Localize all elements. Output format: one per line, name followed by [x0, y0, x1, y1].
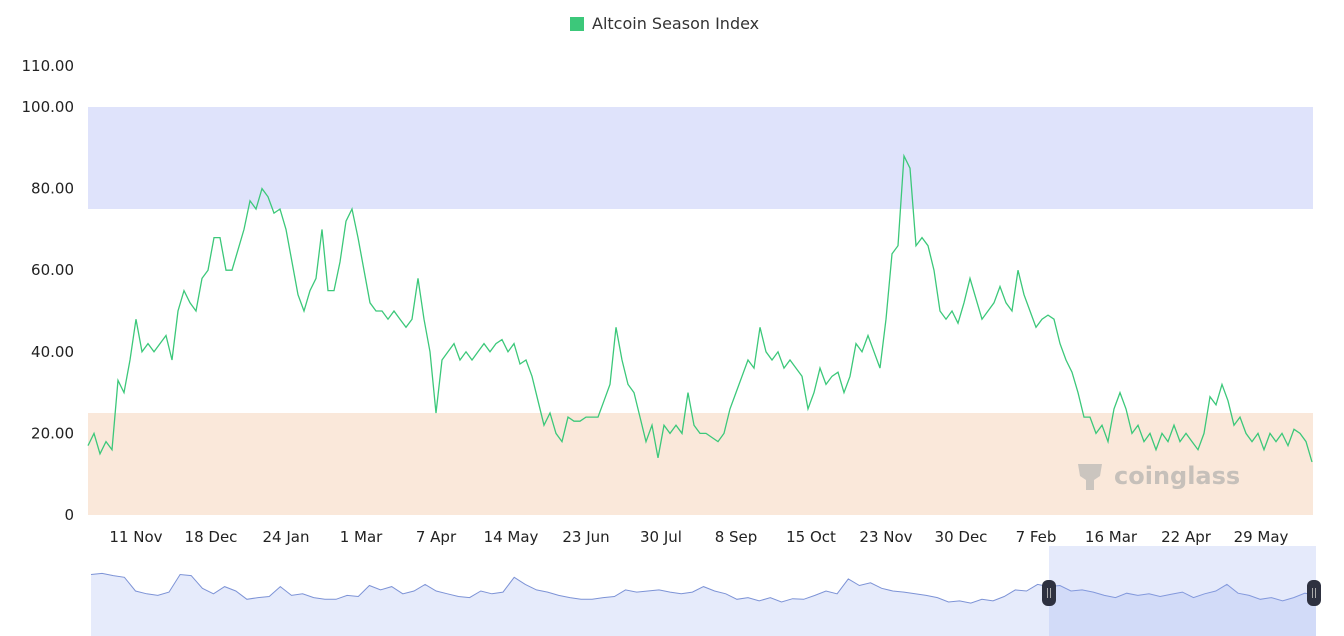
legend-item[interactable]: Altcoin Season Index [570, 14, 759, 33]
navigator-line [90, 572, 1317, 604]
navigator[interactable] [90, 546, 1321, 636]
y-tick-label: 60.00 [31, 261, 74, 279]
x-tick-label: 11 Nov [109, 528, 162, 546]
navigator-handle-right[interactable] [1307, 580, 1321, 606]
band-1 [88, 413, 1313, 515]
navigator-area [91, 573, 1316, 636]
x-tick-label: 8 Sep [715, 528, 758, 546]
y-tick-label: 110.00 [22, 57, 75, 75]
x-tick-label: 7 Feb [1016, 528, 1057, 546]
navigator-handle-left[interactable] [1042, 580, 1056, 606]
x-tick-label: 29 May [1234, 528, 1289, 546]
band-0 [88, 107, 1313, 209]
x-tick-label: 23 Nov [859, 528, 912, 546]
x-tick-label: 14 May [484, 528, 539, 546]
y-tick-label: 0 [64, 506, 74, 524]
x-tick-label: 30 Dec [935, 528, 988, 546]
x-tick-label: 24 Jan [263, 528, 310, 546]
x-tick-label: 23 Jun [562, 528, 609, 546]
y-tick-label: 40.00 [31, 343, 74, 361]
x-tick-label: 1 Mar [340, 528, 383, 546]
y-tick-label: 80.00 [31, 180, 74, 198]
x-tick-label: 7 Apr [416, 528, 457, 546]
x-tick-label: 16 Mar [1085, 528, 1138, 546]
series-line-altcoin-season-index [87, 153, 1313, 463]
x-tick-label: 30 Jul [640, 528, 682, 546]
y-tick-label: 20.00 [31, 424, 74, 442]
watermark-text: coinglass [1114, 462, 1241, 490]
navigator-selection [1049, 546, 1316, 636]
legend-label: Altcoin Season Index [592, 14, 760, 33]
coinglass-watermark: coinglass [1072, 458, 1240, 494]
legend-swatch [570, 16, 584, 31]
x-tick-label: 18 Dec [185, 528, 238, 546]
x-tick-label: 22 Apr [1161, 528, 1212, 546]
x-tick-label: 15 Oct [786, 528, 836, 546]
y-tick-label: 100.00 [22, 98, 75, 116]
coinglass-logo-icon [1078, 464, 1102, 490]
